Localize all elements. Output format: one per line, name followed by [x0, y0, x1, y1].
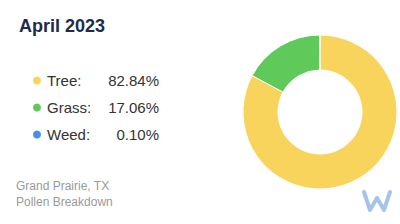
svg-text:April 2023: April 2023	[19, 16, 105, 36]
svg-text:Weed:: Weed:	[47, 126, 90, 143]
svg-text:0.10%: 0.10%	[116, 126, 159, 143]
svg-text:17.06%: 17.06%	[108, 99, 159, 116]
svg-text:Grass:: Grass:	[47, 99, 91, 116]
svg-text:Tree:: Tree:	[47, 72, 81, 89]
svg-text:82.84%: 82.84%	[108, 72, 159, 89]
svg-text:Pollen Breakdown: Pollen Breakdown	[16, 195, 113, 209]
svg-text:Grand Prairie, TX: Grand Prairie, TX	[16, 179, 109, 193]
